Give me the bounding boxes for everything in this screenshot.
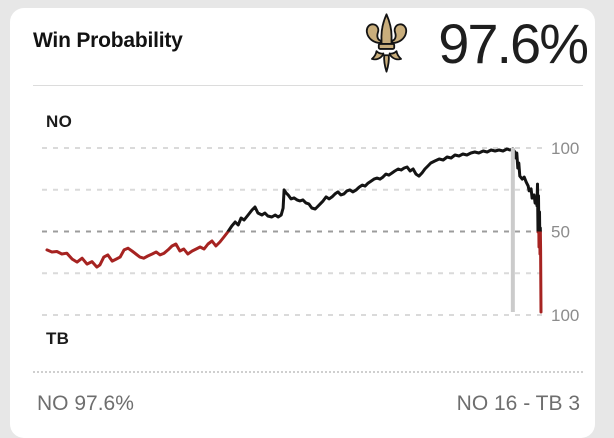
footer-row: NO 97.6% NO 16 - TB 3 [37,392,580,416]
header-divider [33,85,583,86]
footer-divider [33,371,583,373]
chart-bottom-team-label: TB [46,329,70,348]
chart-top-team-label: NO [46,112,73,131]
game-score: NO 16 - TB 3 [456,392,580,415]
chart-axis-labels: 100 50 100 [551,139,579,325]
y-axis-label-100: 100 [551,306,579,325]
saints-logo-icon [365,13,408,73]
chart-gridlines [42,147,545,316]
y-axis-label-100: 100 [551,139,579,158]
card-title: Win Probability [33,29,183,52]
win-probability-value: 97.6% [438,12,589,75]
wp-line-tb-favored-segment [45,231,543,314]
selected-play-probability: NO 97.6% [37,392,134,415]
y-axis-label-50: 50 [551,223,570,242]
win-probability-card [10,8,595,438]
